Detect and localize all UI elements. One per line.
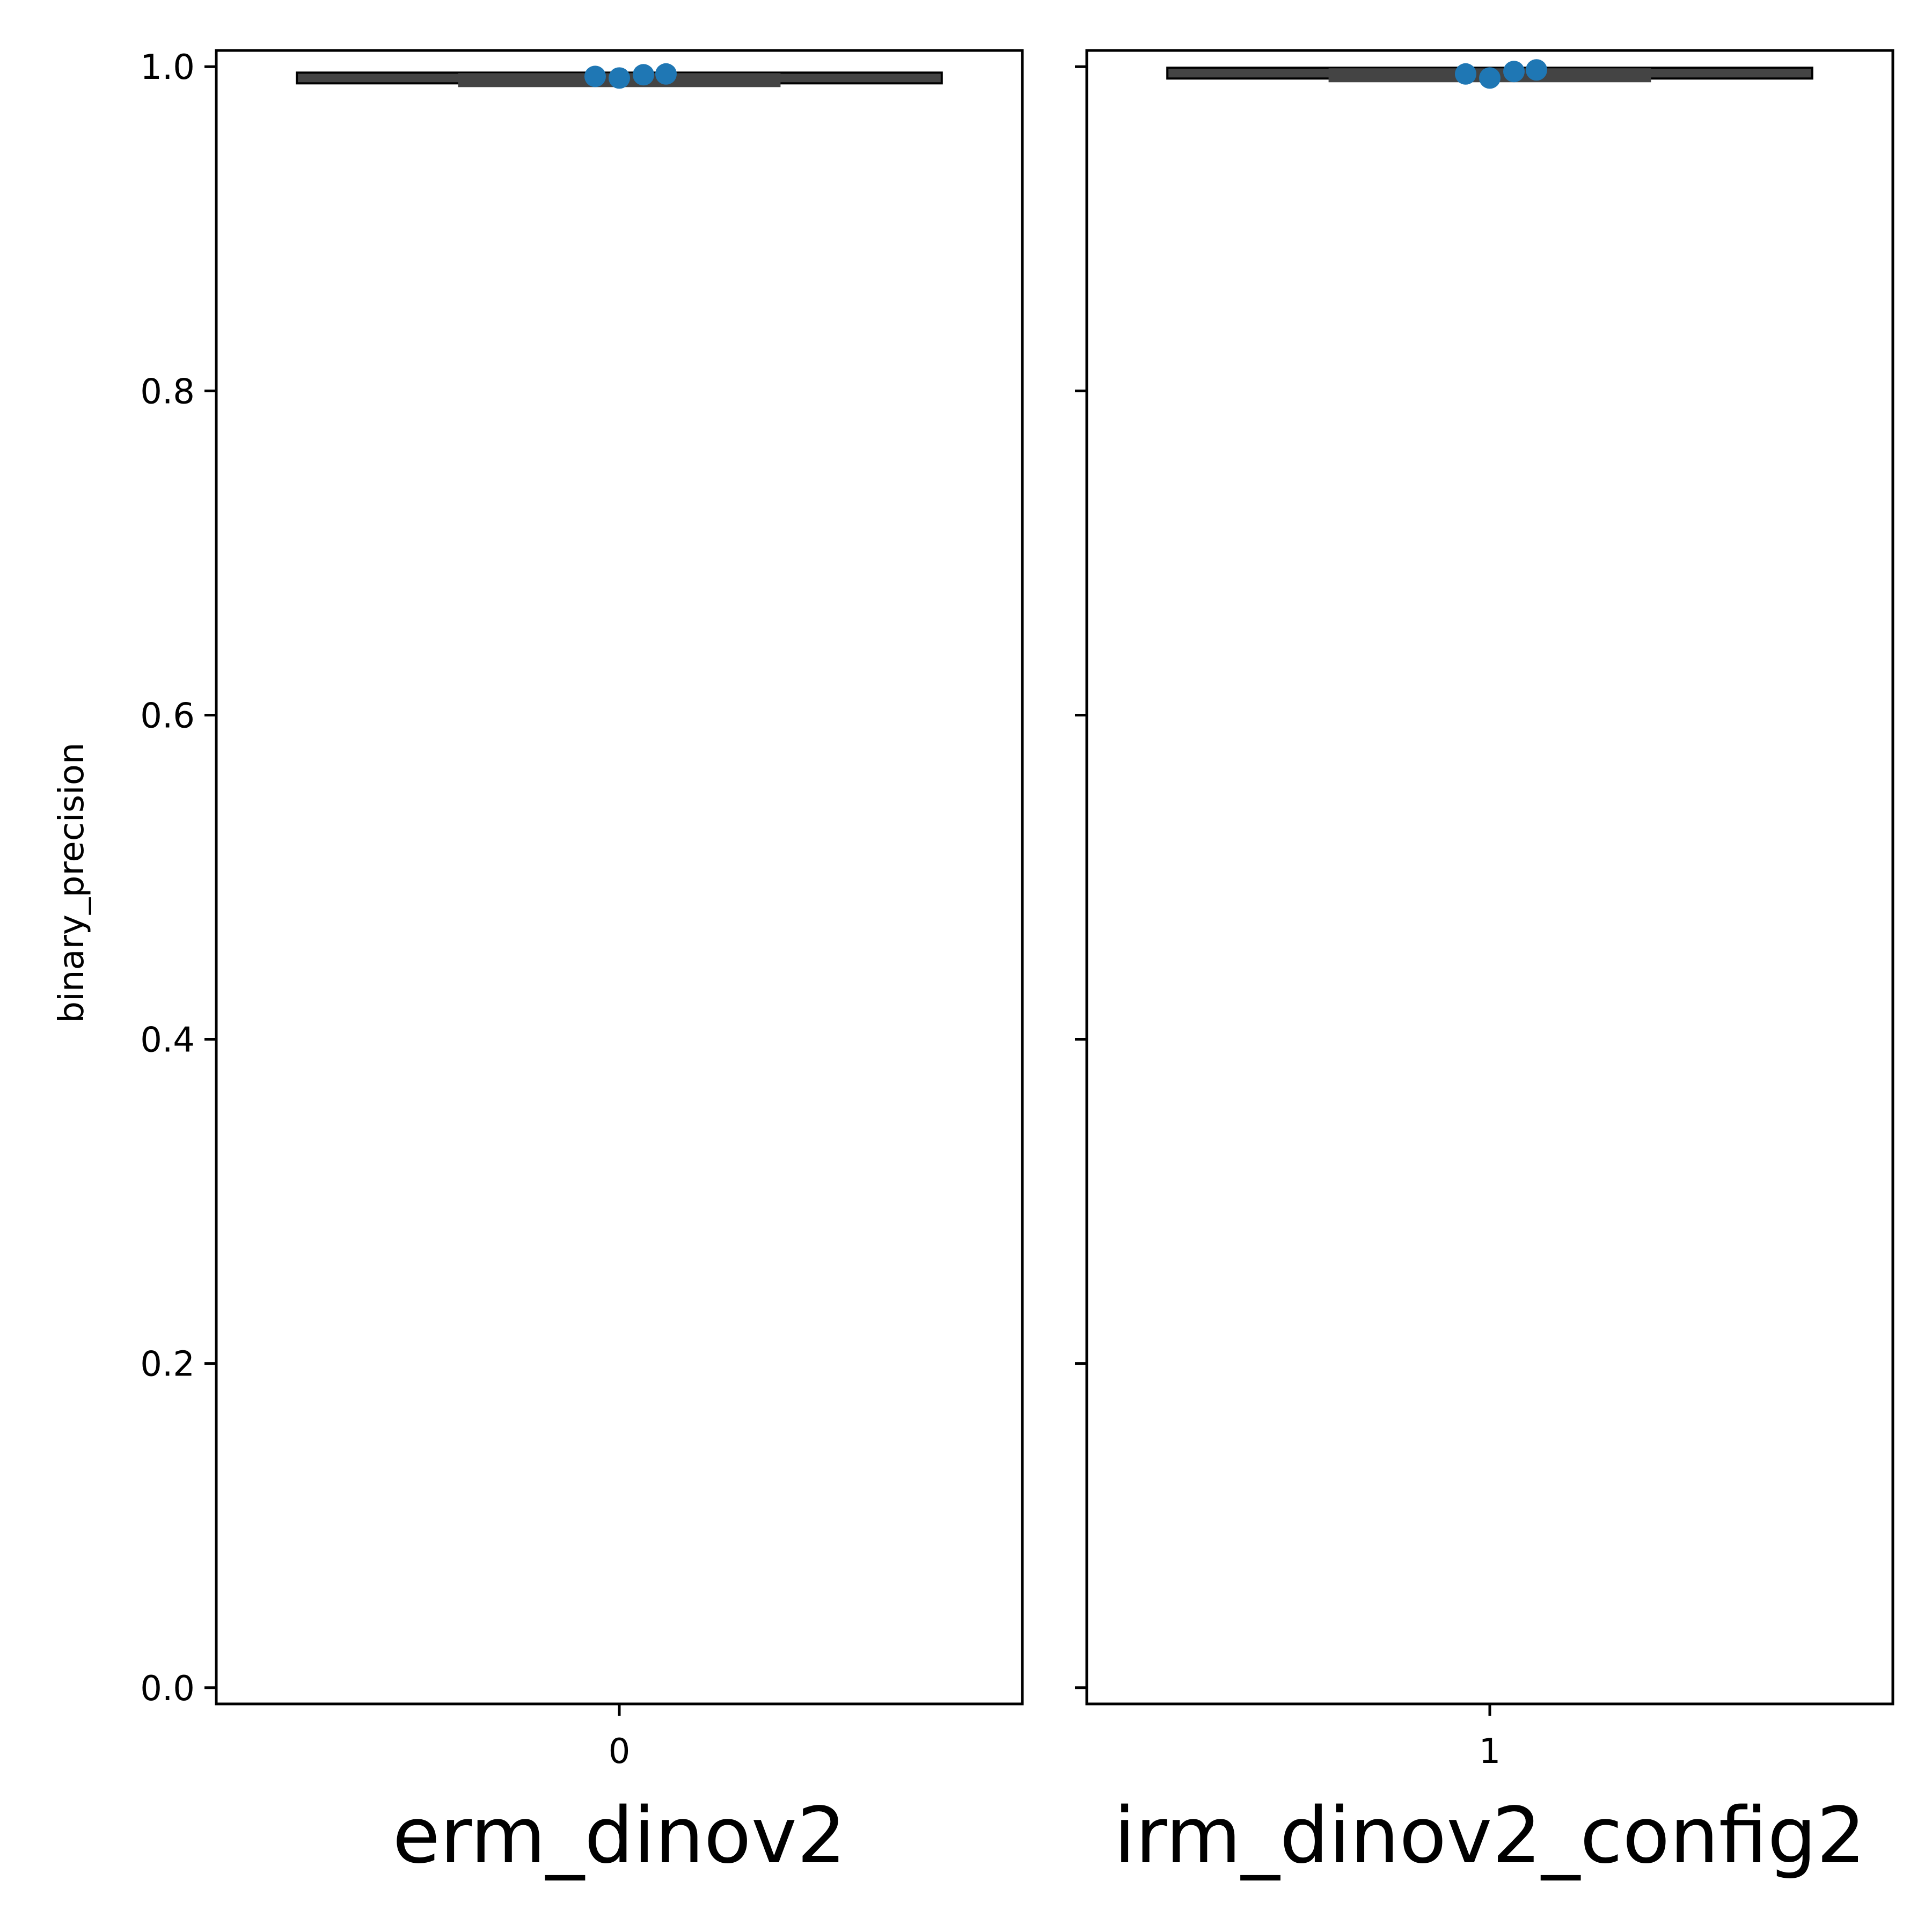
x-tick-label: 0: [609, 1732, 631, 1772]
data-point: [633, 64, 654, 86]
model-label: erm_dinov2: [392, 1790, 846, 1880]
data-point: [1455, 63, 1476, 85]
data-point: [1526, 59, 1547, 81]
chart-panels: 0.0 0.2 0.4 0.6 0.8 1.0 0 erm_dinov2 1 irm_dinov2…: [140, 48, 1894, 1880]
chart-panel: 0.0 0.2 0.4 0.6 0.8 1.0 0 erm_dinov2: [140, 48, 1024, 1880]
y-tick-label: 0.8: [140, 372, 195, 412]
data-point: [655, 63, 677, 85]
y-tick-label: 1.0: [140, 48, 195, 87]
y-axis-label: binary_precision: [52, 742, 92, 1023]
chart-panel: 1 irm_dinov2_config2: [1075, 49, 1894, 1880]
data-point: [1479, 67, 1501, 89]
data-point: [609, 67, 630, 89]
y-tick-label: 0.2: [140, 1345, 195, 1385]
data-point: [1503, 61, 1525, 83]
x-tick-label: 1: [1479, 1732, 1501, 1772]
y-tick-label: 0.6: [140, 696, 195, 736]
y-tick-label: 0.4: [140, 1021, 195, 1060]
y-tick-label: 0.0: [140, 1669, 195, 1709]
model-label: irm_dinov2_config2: [1114, 1790, 1866, 1880]
data-point: [584, 65, 606, 87]
